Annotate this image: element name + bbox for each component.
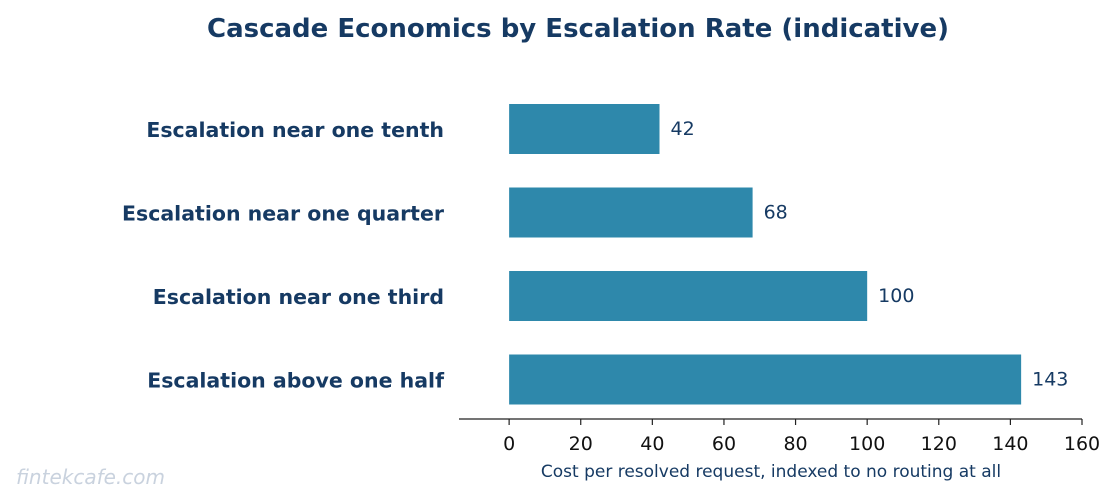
bar-2 bbox=[509, 187, 753, 238]
chart-title: Cascade Economics by Escalation Rate (in… bbox=[207, 14, 949, 44]
x-axis-label: Cost per resolved request, indexed to no… bbox=[541, 462, 1001, 482]
bars-layer bbox=[509, 104, 1022, 405]
category-labels: Escalation near one tenth Escalation near… bbox=[122, 118, 445, 393]
x-axis: 0 20 40 60 80 100 120 140 160 bbox=[459, 418, 1100, 455]
category-label-2: Escalation near one quarter bbox=[122, 202, 445, 226]
value-label-1: 42 bbox=[671, 118, 695, 140]
watermark: fintekcafe.com bbox=[16, 465, 165, 489]
x-tick-label-60: 60 bbox=[712, 433, 736, 455]
category-label-3: Escalation near one third bbox=[153, 285, 444, 309]
x-tick-label-80: 80 bbox=[783, 433, 807, 455]
x-tick-label-20: 20 bbox=[569, 433, 593, 455]
bar-1 bbox=[509, 104, 660, 154]
value-label-4: 143 bbox=[1032, 369, 1068, 391]
x-tick-label-140: 140 bbox=[992, 433, 1028, 455]
x-tick-label-160: 160 bbox=[1064, 433, 1100, 455]
bar-3 bbox=[509, 271, 868, 321]
value-label-2: 68 bbox=[764, 202, 788, 224]
category-label-4: Escalation above one half bbox=[147, 369, 445, 393]
x-tick-label-120: 120 bbox=[921, 433, 957, 455]
x-tick-label-0: 0 bbox=[503, 433, 515, 455]
x-tick-label-40: 40 bbox=[640, 433, 664, 455]
value-label-3: 100 bbox=[878, 285, 914, 307]
category-label-1: Escalation near one tenth bbox=[146, 118, 444, 142]
x-tick-label-100: 100 bbox=[849, 433, 885, 455]
value-labels: 42 68 100 143 bbox=[671, 118, 1069, 391]
bar-4 bbox=[509, 354, 1022, 405]
